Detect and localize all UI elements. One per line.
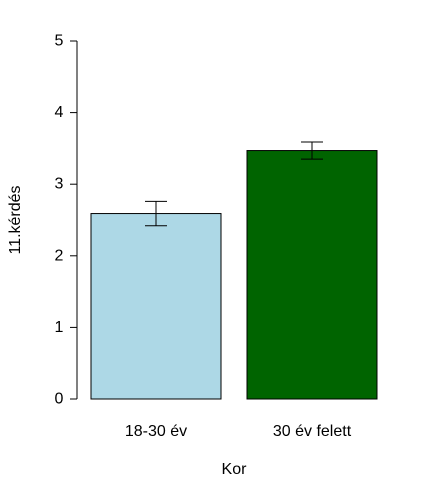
bar bbox=[246, 150, 378, 400]
category-label: 18-30 év bbox=[125, 423, 187, 440]
y-tick-label: 0 bbox=[55, 391, 64, 408]
y-tick-label: 2 bbox=[55, 247, 64, 264]
error-bar bbox=[145, 200, 167, 227]
error-bar bbox=[301, 141, 323, 160]
y-tick-label: 4 bbox=[55, 104, 64, 121]
y-axis: 0 1 2 3 4 5 bbox=[55, 33, 78, 408]
y-axis-title: 11.kérdés bbox=[7, 185, 24, 254]
y-tick-label: 5 bbox=[55, 33, 64, 50]
bar bbox=[90, 213, 222, 400]
bars bbox=[90, 150, 378, 400]
category-label: 30 év felett bbox=[273, 423, 352, 440]
error-bars bbox=[145, 141, 323, 227]
x-axis-title: Kor bbox=[222, 461, 248, 478]
y-tick-label: 3 bbox=[55, 176, 64, 193]
category-labels: 18-30 év 30 év felett bbox=[125, 423, 352, 440]
y-tick-label: 1 bbox=[55, 319, 64, 336]
